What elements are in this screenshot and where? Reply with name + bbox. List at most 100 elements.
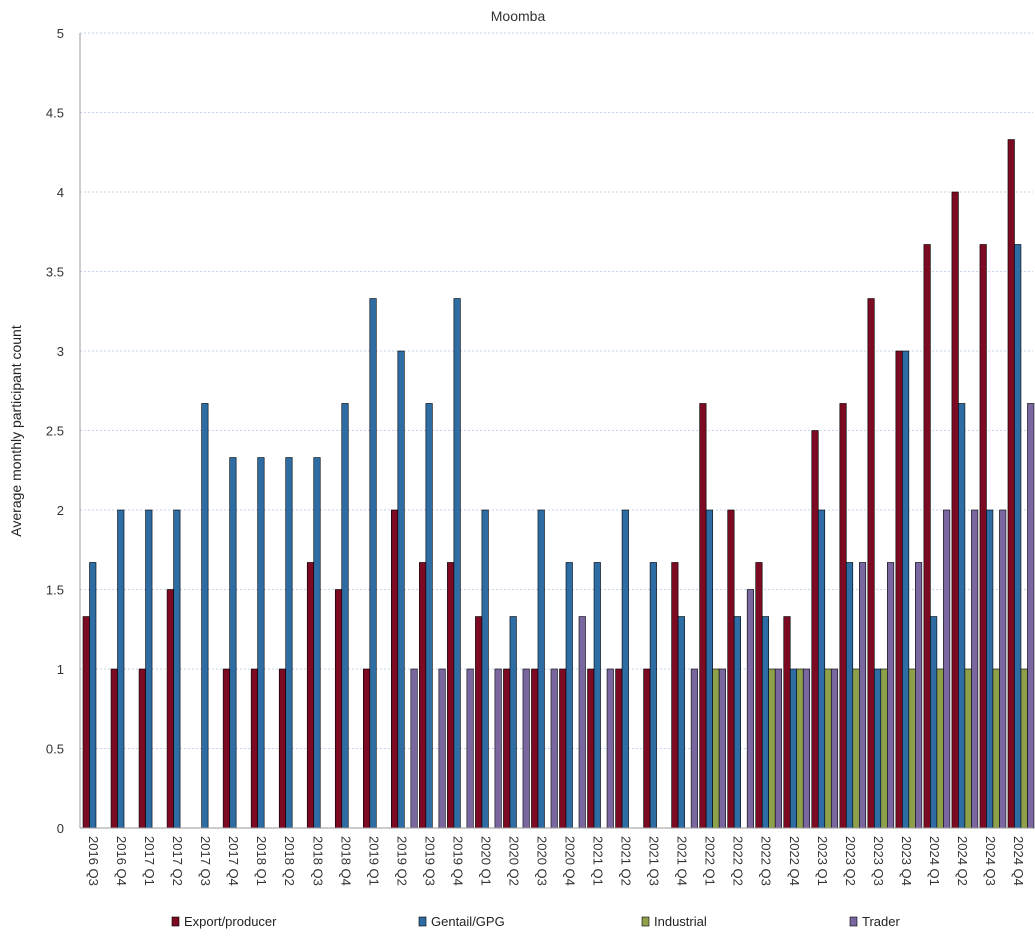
y-axis-label: Average monthly participant count <box>8 325 24 537</box>
x-tick-label: 2018 Q1 <box>254 836 269 886</box>
bar <box>811 430 819 829</box>
bar <box>705 509 713 829</box>
y-tick-label: 1.5 <box>46 583 64 598</box>
bar <box>117 509 125 829</box>
bar <box>537 509 545 829</box>
bar <box>1014 244 1022 829</box>
bar <box>615 668 623 829</box>
bar <box>522 668 530 829</box>
x-tick-label: 2023 Q4 <box>899 836 914 886</box>
x-tick-label: 2019 Q2 <box>394 836 409 886</box>
bar <box>830 668 839 829</box>
bar <box>447 562 455 829</box>
y-tick-label: 2 <box>57 503 64 518</box>
bar <box>802 668 811 829</box>
bar <box>677 616 685 829</box>
bar <box>341 403 349 829</box>
x-tick-label: 2019 Q4 <box>450 836 465 886</box>
bar <box>895 350 903 829</box>
bar <box>999 509 1007 829</box>
bar <box>369 298 377 829</box>
bar <box>930 616 938 829</box>
bars <box>82 139 1035 829</box>
bar <box>466 668 474 829</box>
bar <box>391 509 399 829</box>
legend-label: Industrial <box>654 914 707 929</box>
x-tick-label: 2018 Q2 <box>282 836 297 886</box>
chart-title: Moomba <box>491 8 546 24</box>
bar <box>1020 668 1028 829</box>
bar <box>690 668 698 829</box>
x-tick-label: 2022 Q1 <box>703 836 718 886</box>
x-tick-label: 2017 Q2 <box>170 836 185 886</box>
bar <box>727 509 735 829</box>
bar <box>587 668 595 829</box>
x-tick-label: 2018 Q3 <box>310 836 325 886</box>
bar <box>278 668 287 829</box>
x-tick-label: 2023 Q3 <box>871 836 886 886</box>
bar <box>145 509 153 829</box>
legend-swatch <box>641 916 650 927</box>
bar <box>89 562 97 829</box>
bar <box>923 244 931 829</box>
bar <box>746 589 754 829</box>
bar <box>550 668 558 829</box>
x-axis-ticks: 2016 Q3 2016 Q4 2017 Q1 2017 Q2 2017 Q3 2017 … <box>86 836 1026 886</box>
bar <box>712 668 720 829</box>
bar <box>306 562 315 829</box>
bar <box>643 668 651 829</box>
bar <box>593 562 601 829</box>
x-tick-label: 2021 Q4 <box>675 836 690 886</box>
bar <box>951 191 959 829</box>
bar <box>285 457 293 829</box>
bar <box>438 668 446 829</box>
x-tick-label: 2016 Q4 <box>114 836 129 886</box>
bar <box>531 668 539 829</box>
bar <box>699 403 707 829</box>
bar <box>733 616 741 829</box>
y-tick-label: 0 <box>57 821 64 836</box>
bar <box>222 668 230 829</box>
bar <box>789 668 798 829</box>
legend-label: Gentail/GPG <box>431 914 505 929</box>
bar <box>839 403 847 829</box>
bar <box>110 668 118 829</box>
bar <box>979 244 987 829</box>
bar <box>82 616 90 829</box>
bar <box>565 562 573 829</box>
bar <box>250 668 258 829</box>
legend-swatch <box>849 916 858 927</box>
bar <box>936 668 944 829</box>
bar <box>201 403 209 829</box>
bar <box>559 668 567 829</box>
bar <box>494 668 502 829</box>
bar <box>649 562 657 829</box>
x-tick-label: 2017 Q1 <box>142 836 157 886</box>
bar <box>867 298 875 829</box>
bar <box>915 562 923 829</box>
bar <box>817 509 826 829</box>
bar <box>621 509 629 829</box>
bar <box>1007 139 1015 829</box>
bar <box>410 668 418 829</box>
bar <box>138 668 146 829</box>
x-tick-label: 2019 Q1 <box>366 836 381 886</box>
bar <box>229 457 237 829</box>
bar <box>606 668 614 829</box>
bar <box>313 457 321 829</box>
x-tick-label: 2020 Q3 <box>534 836 549 886</box>
bar <box>992 668 1000 829</box>
bar <box>858 562 867 829</box>
bar <box>824 668 832 829</box>
x-tick-label: 2024 Q4 <box>1011 836 1026 886</box>
x-tick-label: 2021 Q3 <box>647 836 662 886</box>
bar <box>943 509 951 829</box>
x-tick-label: 2024 Q1 <box>927 836 942 886</box>
x-tick-label: 2021 Q1 <box>591 836 606 886</box>
legend-swatch <box>418 916 427 927</box>
bar <box>509 616 517 829</box>
bar <box>1027 403 1035 829</box>
bar <box>887 562 895 829</box>
bar <box>874 668 882 829</box>
